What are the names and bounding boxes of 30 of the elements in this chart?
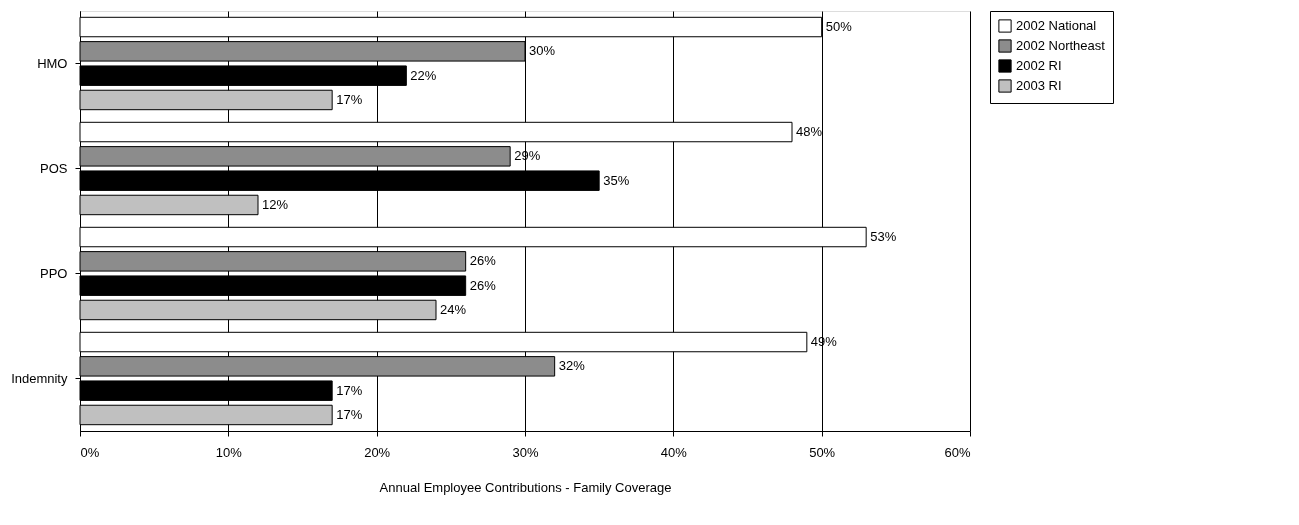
x-tick-label: 50% [809, 444, 836, 460]
y-tick-label: PPO [40, 265, 68, 281]
y-tick-label: POS [40, 160, 68, 176]
x-tick-label: 20% [364, 444, 391, 460]
x-tick-label: 30% [512, 444, 539, 460]
data-label: 53% [870, 229, 897, 245]
x-axis-title: Annual Employee Contributions - Family Coverage [379, 479, 672, 495]
legend-label: 2003 RI [1016, 78, 1062, 93]
data-label: 17% [336, 91, 363, 107]
y-tick-label: HMO [37, 55, 68, 71]
data-label: 50% [825, 19, 853, 35]
legend-label: 2002 Northeast [1016, 38, 1106, 53]
data-label: 35% [603, 172, 630, 188]
x-tick-label: 60% [944, 444, 971, 460]
data-label: 30% [529, 43, 556, 59]
x-tick-label: 0% [80, 444, 100, 460]
data-label: 17% [336, 406, 363, 422]
data-label: 26% [469, 253, 497, 269]
data-label: 17% [336, 382, 363, 398]
x-tick-label: 10% [215, 444, 243, 460]
data-label: 22% [410, 67, 437, 83]
data-label: 48% [796, 124, 823, 140]
data-label: 26% [469, 277, 497, 293]
legend-label: 2002 National [1016, 18, 1097, 33]
data-label: 24% [440, 301, 467, 317]
y-tick-label: Indemnity [11, 370, 68, 386]
data-label: 32% [558, 358, 586, 374]
data-label: 12% [262, 196, 289, 212]
legend-label: 2002 RI [1016, 58, 1062, 73]
x-tick-label: 40% [660, 444, 688, 460]
